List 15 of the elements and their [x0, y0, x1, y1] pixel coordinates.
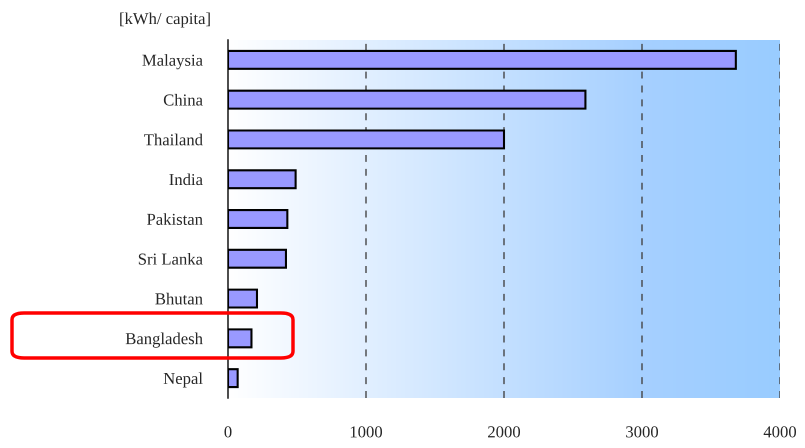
x-tick-label: 1000 [350, 426, 382, 438]
y-axis-title: [kWh/ capita] [120, 12, 210, 28]
y-tick-label: China [164, 94, 203, 106]
y-tick-label: Bangladesh [126, 332, 203, 348]
y-tick-label: Pakistan [147, 213, 203, 225]
x-tick-label: 2000 [488, 426, 520, 438]
y-tick-label: India [169, 173, 203, 186]
x-tick-label: 3000 [626, 426, 658, 438]
y-tick-label: Thailand [144, 134, 203, 146]
y-tick-label: Malaysia [142, 54, 203, 70]
y-tick-label: Bhutan [155, 292, 203, 304]
x-tick-label: 0 [224, 426, 232, 438]
y-tick-label: Sri Lanka [138, 252, 203, 265]
y-tick-label: Nepal [164, 372, 203, 388]
x-tick-label: 4000 [764, 426, 796, 438]
